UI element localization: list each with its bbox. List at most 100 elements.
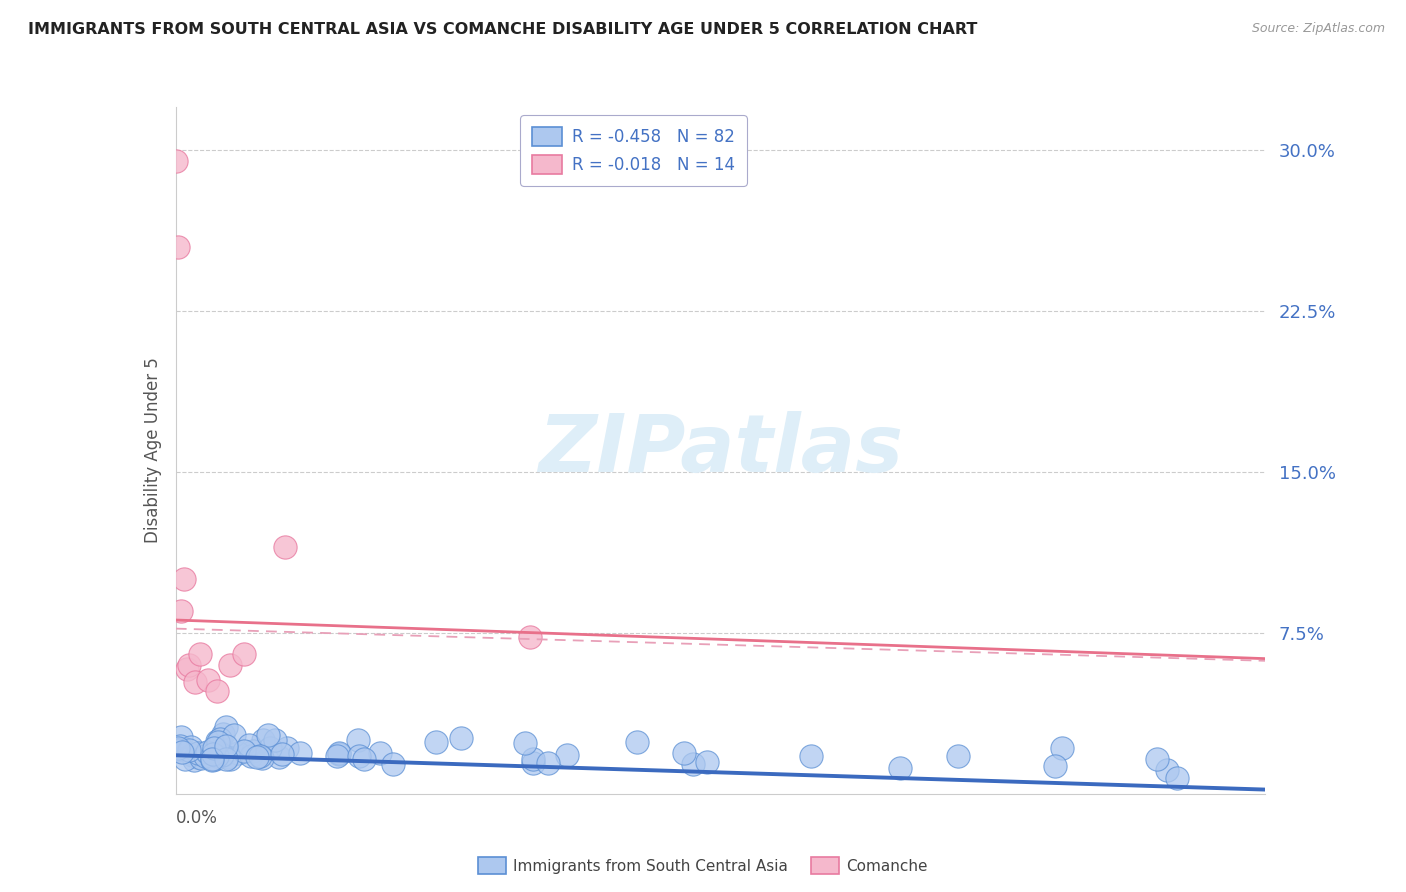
Point bbox=[215, 739, 238, 753]
Point bbox=[167, 239, 190, 253]
Point bbox=[232, 648, 254, 662]
Point bbox=[1045, 759, 1067, 773]
Point bbox=[176, 662, 198, 676]
Text: ZIPatlas: ZIPatlas bbox=[538, 411, 903, 490]
Point bbox=[194, 748, 217, 763]
Point bbox=[1052, 740, 1074, 755]
Point bbox=[179, 658, 201, 673]
Point bbox=[425, 735, 447, 749]
Point bbox=[179, 743, 201, 757]
Point bbox=[513, 736, 536, 750]
Point bbox=[204, 752, 226, 766]
Point bbox=[1156, 763, 1178, 777]
Point bbox=[252, 751, 274, 765]
Point bbox=[205, 683, 228, 698]
Point bbox=[555, 747, 578, 762]
Point bbox=[328, 747, 350, 761]
Point bbox=[215, 751, 238, 765]
Point bbox=[170, 730, 193, 744]
Point bbox=[238, 738, 260, 752]
Point bbox=[195, 746, 218, 760]
Point bbox=[173, 572, 195, 586]
Point bbox=[219, 752, 242, 766]
Point bbox=[186, 750, 208, 764]
Point bbox=[195, 745, 218, 759]
Point bbox=[188, 648, 211, 662]
Point bbox=[267, 750, 290, 764]
Point bbox=[252, 732, 274, 747]
Text: Source: ZipAtlas.com: Source: ZipAtlas.com bbox=[1251, 22, 1385, 36]
Point bbox=[519, 630, 541, 644]
Point bbox=[328, 746, 350, 760]
Point bbox=[242, 744, 264, 758]
Point bbox=[165, 153, 187, 168]
Point bbox=[626, 734, 648, 748]
Point bbox=[201, 753, 224, 767]
Point bbox=[205, 734, 228, 748]
Point bbox=[169, 739, 191, 753]
Point bbox=[682, 757, 704, 772]
Point bbox=[187, 746, 209, 760]
Point bbox=[215, 720, 238, 734]
Point bbox=[353, 752, 375, 766]
Point bbox=[197, 747, 219, 761]
Point bbox=[174, 752, 197, 766]
Point bbox=[537, 756, 560, 770]
Point bbox=[673, 746, 696, 760]
Point bbox=[197, 673, 219, 687]
Point bbox=[450, 731, 472, 745]
Point bbox=[256, 728, 278, 742]
Legend: R = -0.458   N = 82, R = -0.018   N = 14: R = -0.458 N = 82, R = -0.018 N = 14 bbox=[520, 115, 747, 186]
Point bbox=[381, 756, 404, 771]
Point bbox=[207, 735, 229, 749]
Point bbox=[181, 748, 204, 763]
Y-axis label: Disability Age Under 5: Disability Age Under 5 bbox=[143, 358, 162, 543]
Point bbox=[326, 749, 349, 764]
Text: 0.0%: 0.0% bbox=[176, 809, 218, 827]
Text: IMMIGRANTS FROM SOUTH CENTRAL ASIA VS COMANCHE DISABILITY AGE UNDER 5 CORRELATIO: IMMIGRANTS FROM SOUTH CENTRAL ASIA VS CO… bbox=[28, 22, 977, 37]
Point bbox=[368, 747, 391, 761]
Point bbox=[276, 741, 298, 756]
Point bbox=[180, 739, 202, 754]
Point bbox=[212, 727, 235, 741]
Point bbox=[800, 748, 823, 763]
Point bbox=[274, 540, 297, 554]
Point bbox=[1166, 771, 1188, 785]
Point bbox=[217, 750, 239, 764]
Point bbox=[167, 742, 190, 756]
Point bbox=[347, 748, 370, 763]
Point bbox=[190, 750, 212, 764]
Point bbox=[202, 747, 225, 762]
Point bbox=[246, 750, 269, 764]
Point bbox=[170, 741, 193, 756]
Point bbox=[184, 675, 207, 690]
Point bbox=[167, 740, 190, 755]
Point bbox=[259, 741, 281, 756]
Point bbox=[201, 752, 224, 766]
Point bbox=[202, 740, 225, 755]
Point bbox=[522, 756, 544, 771]
Point bbox=[212, 748, 235, 763]
Point bbox=[271, 747, 294, 761]
Point bbox=[197, 747, 219, 762]
Point bbox=[211, 747, 233, 762]
Point bbox=[205, 749, 228, 764]
Point bbox=[187, 750, 209, 764]
Point bbox=[522, 751, 544, 765]
Point bbox=[946, 749, 969, 764]
Point bbox=[264, 733, 287, 747]
Point bbox=[208, 746, 231, 760]
Point bbox=[172, 745, 194, 759]
Point bbox=[233, 744, 256, 758]
Point bbox=[226, 746, 249, 760]
Point bbox=[288, 747, 311, 761]
Point bbox=[208, 731, 231, 746]
Point bbox=[889, 761, 911, 775]
Point bbox=[219, 658, 242, 673]
Point bbox=[1146, 752, 1168, 766]
Point bbox=[240, 748, 263, 763]
Point bbox=[222, 728, 245, 742]
Point bbox=[696, 756, 718, 770]
Point bbox=[183, 753, 205, 767]
Point bbox=[170, 604, 193, 618]
